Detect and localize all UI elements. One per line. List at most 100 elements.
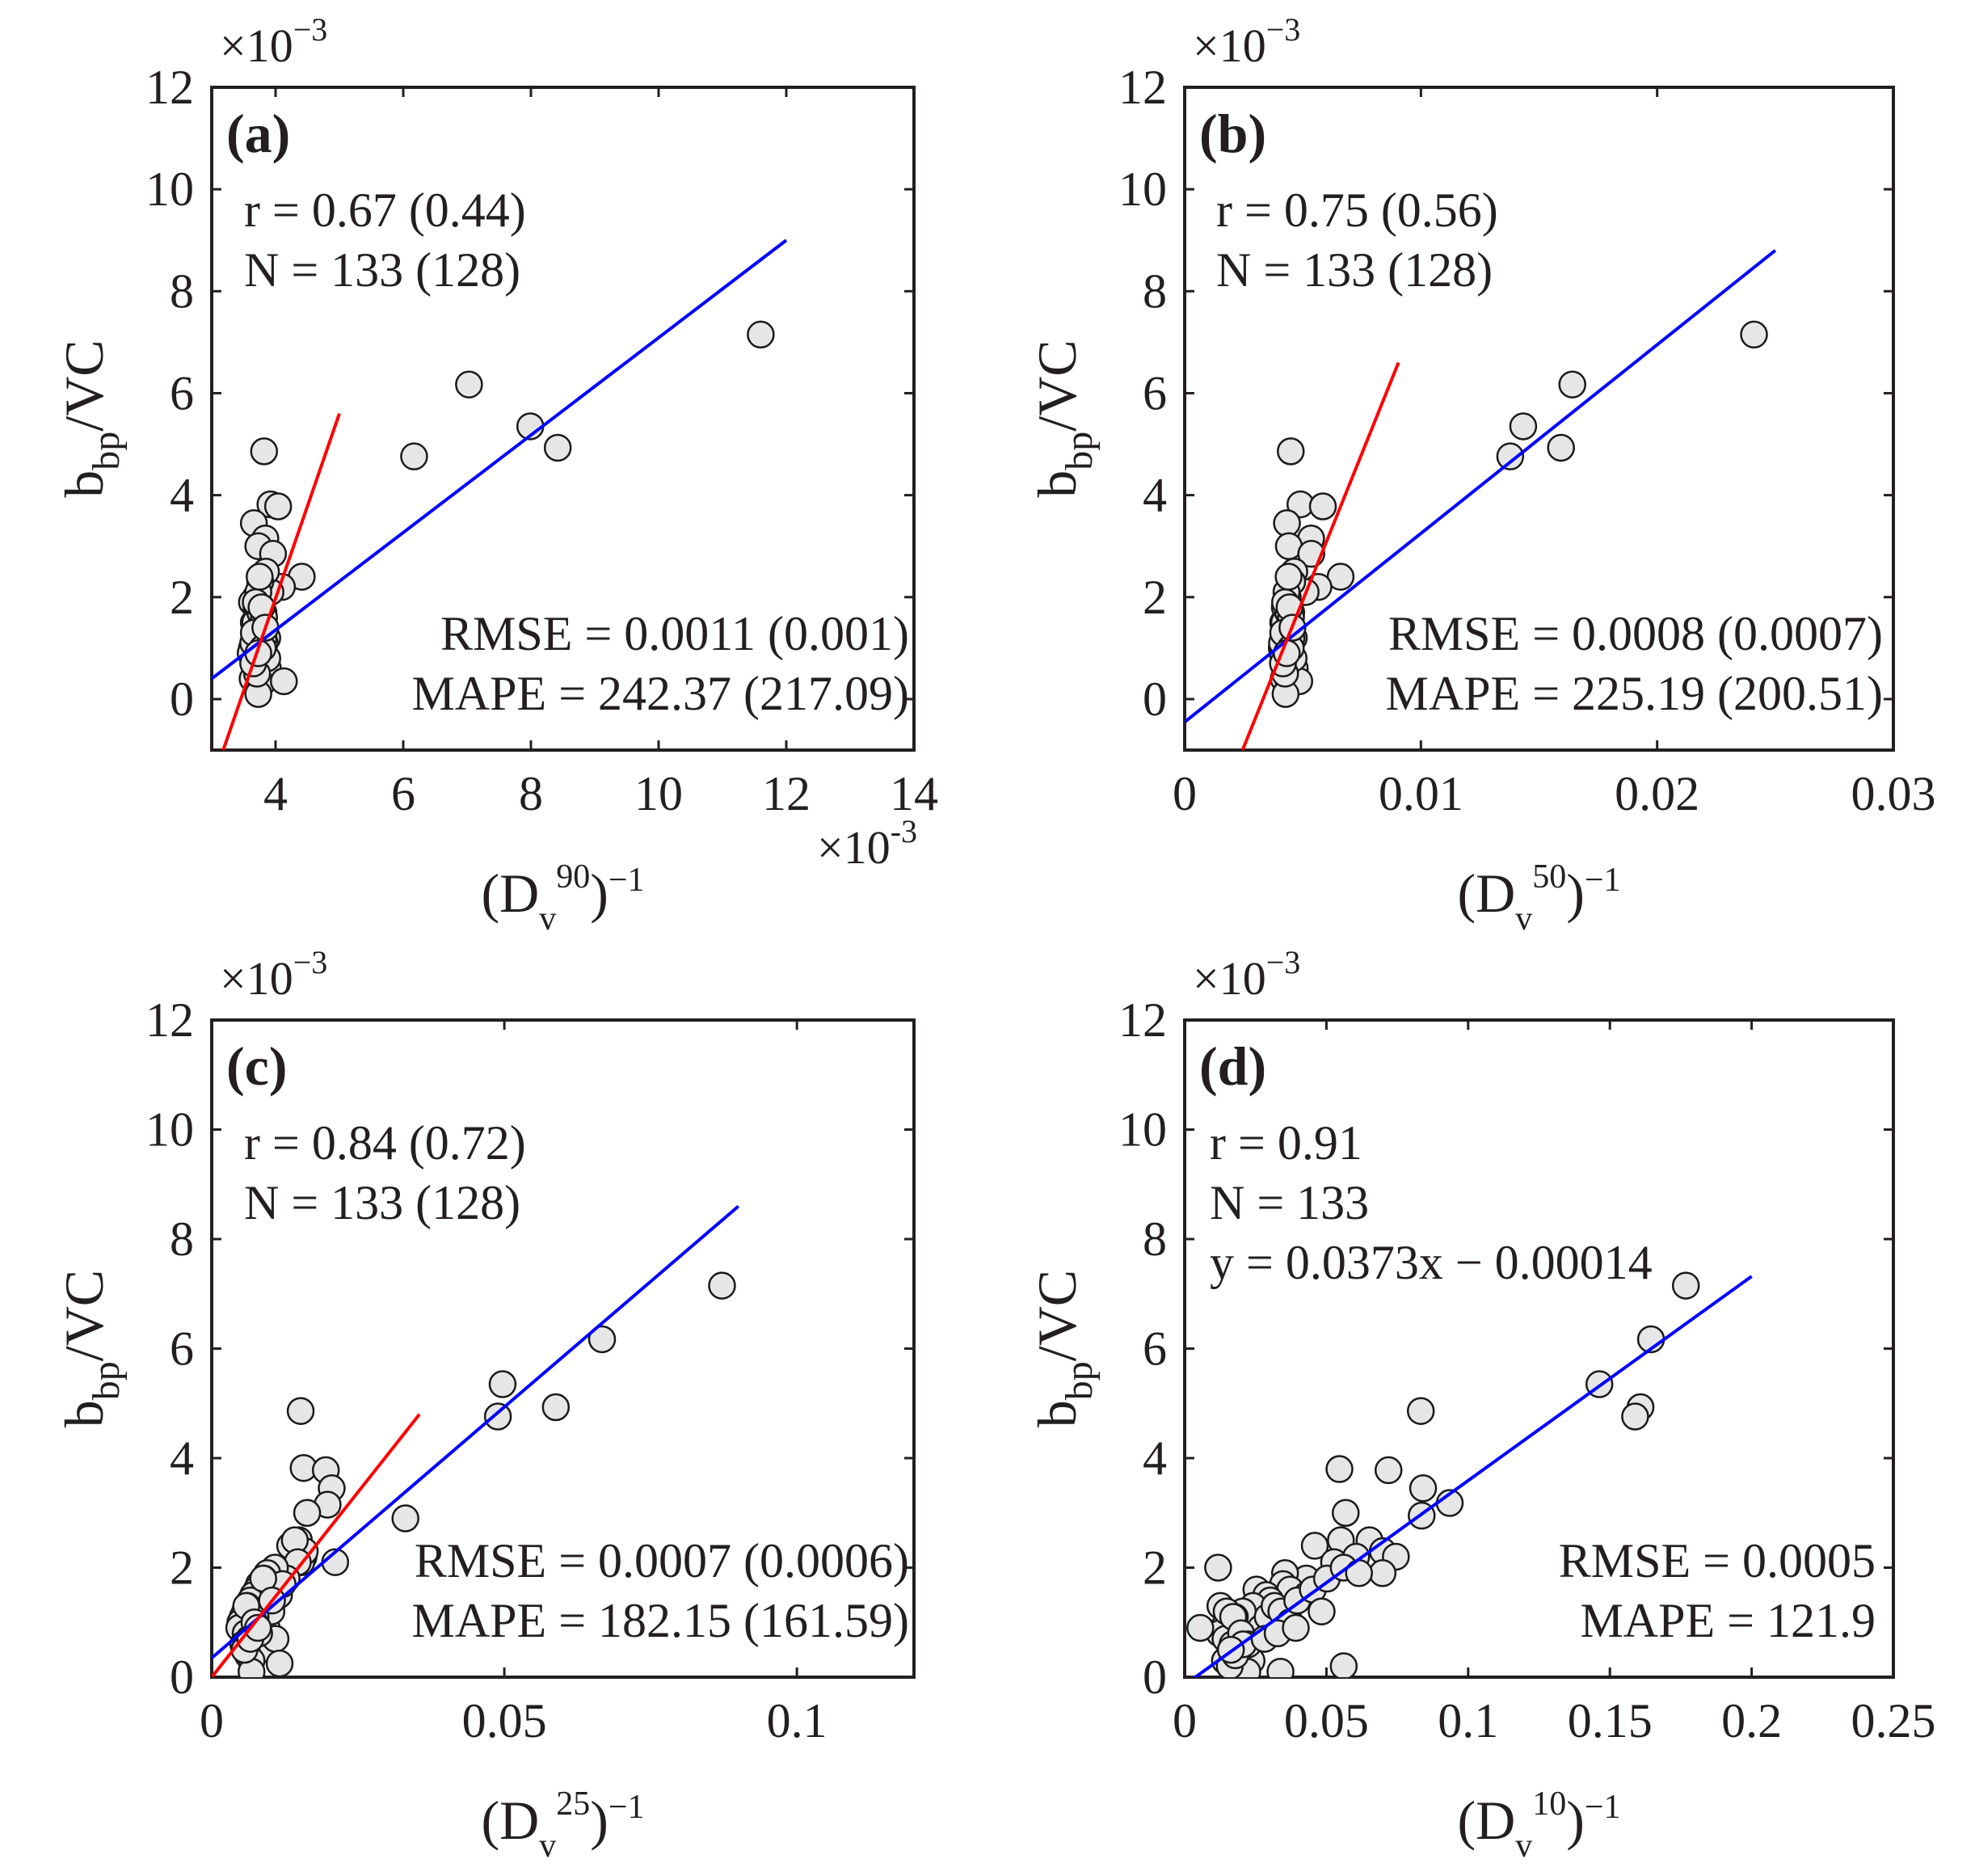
data-point — [1266, 1657, 1295, 1677]
panel-letter: (b) — [1199, 103, 1266, 164]
data-point — [1671, 1271, 1700, 1300]
y-tick-label: 2 — [170, 571, 194, 624]
stats-bottom-line: MAPE = 121.9 — [1580, 1594, 1876, 1647]
fit-line-red — [1240, 361, 1400, 750]
stats-bottom-line: RMSE = 0.0005 — [1559, 1534, 1876, 1587]
data-point — [1509, 412, 1538, 441]
stats-bottom-line: RMSE = 0.0011 (0.001) — [440, 607, 909, 660]
y-multiplier: ×10−3 — [1193, 944, 1300, 1005]
x-tick-label: 0.02 — [1615, 767, 1699, 820]
x-tick-label: 0.03 — [1851, 767, 1936, 820]
stats-top-line: r = 0.75 (0.56) — [1216, 183, 1498, 237]
data-point — [263, 492, 293, 521]
data-point — [1300, 1532, 1329, 1560]
y-tick-label: 8 — [170, 264, 194, 318]
axes-frame — [210, 86, 916, 752]
data-point — [250, 437, 279, 466]
y-tick-label: 0 — [1143, 672, 1167, 726]
x-axis-label: (Dv90)−1 — [481, 858, 644, 938]
y-tick-label: 10 — [1118, 162, 1167, 216]
y-tick-label: 12 — [145, 993, 194, 1047]
panel-0: 0 2 4 6 8 10 12 4 6 8 10 12 14 ×10−3 ×10-3 bbp/VC (Dv90)… — [53, 11, 938, 938]
y-tick-label: 6 — [170, 366, 194, 419]
y-tick-label: 8 — [1143, 264, 1167, 318]
y-tick-label: 12 — [1118, 61, 1167, 114]
data-point — [587, 1325, 617, 1354]
stats-top-line: y = 0.0373x − 0.00014 — [1210, 1236, 1653, 1289]
y-tick-label: 4 — [1143, 1431, 1167, 1485]
x-tick-label: 0.25 — [1851, 1694, 1936, 1747]
data-point — [708, 1271, 736, 1300]
y-tick-label: 6 — [1143, 366, 1167, 419]
y-tick-label: 0 — [1143, 1650, 1167, 1704]
data-point — [455, 370, 483, 398]
stats-top-line: r = 0.84 (0.72) — [244, 1116, 526, 1170]
stats-top-line: N = 133 (128) — [244, 1176, 520, 1229]
stats-bottom-line: MAPE = 182.15 (161.59) — [412, 1594, 910, 1647]
data-point — [747, 320, 775, 349]
data-point — [1547, 433, 1575, 462]
data-point — [543, 433, 572, 462]
data-point — [1621, 1402, 1649, 1431]
data-point — [270, 667, 298, 696]
data-point — [541, 1393, 571, 1422]
y-tick-label: 6 — [1143, 1322, 1167, 1376]
panel-1: 0 2 4 6 8 10 12 0 0.01 0.02 0.03 ×10−3 bbp/VC (Dv50)−… — [1026, 11, 1936, 938]
x-tick-label: 10 — [634, 767, 683, 820]
y-tick-label: 4 — [1143, 469, 1167, 522]
fit-line-red — [212, 1413, 421, 1677]
stats-top-line: N = 133 — [1210, 1176, 1369, 1229]
data-point — [1409, 1474, 1438, 1503]
x-tick-label: 8 — [519, 767, 543, 820]
panel-letter: (d) — [1199, 1035, 1266, 1097]
x-tick-label: 0 — [1173, 767, 1197, 820]
fit-line-blue — [212, 238, 788, 681]
data-point — [483, 1402, 512, 1431]
x-axis-label: (Dv10)−1 — [1457, 1785, 1620, 1865]
x-tick-label: 0.01 — [1379, 767, 1463, 820]
y-tick-label: 8 — [170, 1212, 194, 1266]
data-point — [1558, 370, 1586, 398]
points-group — [225, 1271, 736, 1677]
data-point — [1496, 442, 1525, 470]
data-point — [400, 442, 428, 470]
data-point — [1308, 1597, 1336, 1625]
data-point — [1329, 1652, 1358, 1677]
y-axis-label: bbp/VC — [53, 1270, 128, 1427]
data-point — [1406, 1397, 1435, 1425]
data-point — [1282, 1613, 1310, 1642]
data-point — [1740, 320, 1768, 349]
x-tick-label: 0 — [1173, 1694, 1197, 1747]
data-point — [265, 1649, 294, 1677]
data-point — [1186, 1613, 1215, 1642]
x-tick-label: 0.1 — [767, 1694, 827, 1747]
stats-top-line: N = 133 (128) — [244, 243, 520, 297]
x-tick-label: 6 — [391, 767, 415, 820]
data-point — [1332, 1499, 1360, 1527]
panel-3: 0 2 4 6 8 10 12 0 0.05 0.1 0.15 0.2 0.25 ×10−3 bbp/VC (… — [1026, 944, 1936, 1865]
stats-bottom-line: MAPE = 242.37 (217.09) — [412, 667, 910, 720]
data-point — [1325, 1455, 1354, 1483]
x-tick-label: 0.05 — [462, 1694, 547, 1747]
fit-line-blue — [1185, 249, 1777, 723]
panel-letter: (c) — [226, 1035, 287, 1097]
y-multiplier: ×10−3 — [220, 944, 327, 1005]
stats-bottom-line: RMSE = 0.0007 (0.0006) — [415, 1534, 909, 1587]
y-tick-label: 0 — [170, 1650, 194, 1704]
data-point — [1368, 1559, 1397, 1587]
data-point — [1274, 563, 1303, 591]
y-tick-label: 12 — [145, 61, 194, 114]
y-tick-label: 10 — [145, 1103, 194, 1157]
x-axis-label: (Dv50)−1 — [1457, 858, 1620, 938]
y-axis-label: bbp/VC — [1026, 1270, 1101, 1427]
y-multiplier: ×10−3 — [1193, 11, 1300, 72]
x-tick-label: 0 — [200, 1694, 224, 1747]
fit-line-blue — [1192, 1275, 1753, 1677]
fit-line-blue — [212, 1204, 740, 1659]
y-tick-label: 6 — [170, 1322, 194, 1376]
y-tick-label: 4 — [170, 469, 194, 522]
x-multiplier: ×10-3 — [817, 813, 917, 874]
y-tick-label: 8 — [1143, 1212, 1167, 1266]
y-tick-label: 2 — [1143, 1541, 1167, 1595]
